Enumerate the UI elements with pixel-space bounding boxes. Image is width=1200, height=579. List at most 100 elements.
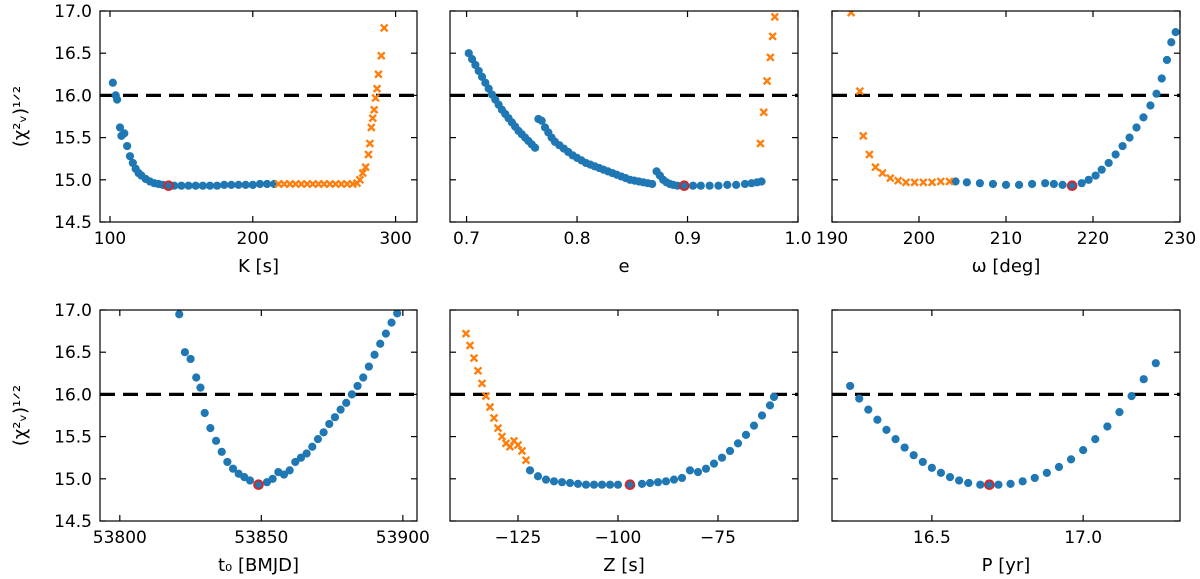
data-point-rejected <box>369 105 379 114</box>
data-point-rejected <box>919 178 928 187</box>
data-point-rejected <box>878 168 887 178</box>
data-point-accepted <box>1068 181 1077 190</box>
data-point-accepted <box>370 350 379 359</box>
y-axis-label: (χ²ᵥ)¹ᐟ² <box>10 385 31 446</box>
data-point-rejected <box>893 176 903 185</box>
data-point-accepted <box>234 180 243 189</box>
data-point-rejected <box>372 84 382 93</box>
data-point-accepted <box>1127 391 1136 401</box>
data-point-accepted <box>198 181 207 190</box>
data-point-accepted <box>688 181 698 190</box>
data-point-accepted <box>530 143 540 152</box>
data-point-accepted <box>645 478 655 488</box>
data-point-accepted <box>1030 473 1039 483</box>
x-tick-label: 200 <box>903 229 935 249</box>
data-point-accepted <box>262 179 272 189</box>
data-point-accepted <box>330 413 340 422</box>
series-group <box>846 359 1160 489</box>
data-point-accepted <box>254 480 263 489</box>
y-tick-label: 15.0 <box>54 171 92 191</box>
data-point-rejected <box>485 402 495 412</box>
series-group <box>108 23 389 190</box>
data-point-accepted <box>900 443 909 452</box>
data-point-accepted <box>1146 101 1155 110</box>
data-point-rejected <box>770 12 780 22</box>
data-point-accepted <box>206 424 215 433</box>
data-point-accepted <box>549 477 559 486</box>
data-point-rejected <box>945 177 954 186</box>
data-point-accepted <box>113 95 122 104</box>
y-tick-label: 15.5 <box>54 428 92 448</box>
data-point-accepted <box>1132 123 1141 132</box>
y-tick-label: 16.5 <box>54 44 92 64</box>
data-point-accepted <box>581 480 591 489</box>
data-point-accepted <box>359 373 368 382</box>
data-point-rejected <box>859 131 868 141</box>
data-point-rejected <box>762 76 772 86</box>
data-point-rejected <box>358 168 367 178</box>
y-tick-label: 16.0 <box>54 385 92 405</box>
axes-frame <box>449 309 799 522</box>
data-point-accepted <box>685 466 695 475</box>
data-point-accepted <box>1115 408 1124 417</box>
panel-Z: −125 −100 −75 Z [s] <box>449 309 799 576</box>
data-point-accepted <box>211 436 221 445</box>
data-point-rejected <box>497 432 507 441</box>
series-group <box>461 329 779 489</box>
y-tick-label: 17.0 <box>54 2 92 22</box>
data-point-rejected <box>759 108 769 117</box>
data-point-accepted <box>909 451 918 460</box>
x-tick-label: 1.0 <box>784 229 811 249</box>
x-axis-label: ω [deg] <box>972 256 1041 277</box>
data-point-accepted <box>177 181 186 190</box>
data-point-accepted <box>1058 180 1067 189</box>
data-point-rejected <box>489 413 499 423</box>
y-tick-label: 17.0 <box>54 301 92 321</box>
data-point-accepted <box>669 475 679 484</box>
series-group <box>846 11 1180 190</box>
best-fit-marker <box>1066 180 1078 192</box>
x-tick-label: 210 <box>990 229 1022 249</box>
data-point-accepted <box>376 339 385 348</box>
data-point-rejected <box>481 391 491 401</box>
x-tick-label: 0.7 <box>453 229 480 249</box>
data-point-rejected <box>756 139 765 148</box>
y-tick-label: 16.0 <box>54 86 92 106</box>
data-point-rejected <box>477 379 487 388</box>
data-point-accepted <box>653 478 663 487</box>
data-point-accepted <box>1118 141 1127 151</box>
data-point-accepted <box>308 442 317 451</box>
data-point-accepted <box>1103 422 1112 431</box>
data-point-accepted <box>279 470 289 479</box>
data-point-rejected <box>361 162 370 172</box>
x-tick-label: 0.9 <box>674 229 701 249</box>
data-point-rejected <box>365 139 375 148</box>
data-point-accepted <box>648 179 657 189</box>
series-group <box>175 310 402 489</box>
data-point-accepted <box>740 179 750 189</box>
data-point-accepted <box>975 179 985 188</box>
best-fit-marker <box>678 180 690 192</box>
data-point-accepted <box>387 318 396 327</box>
data-point-accepted <box>701 464 711 473</box>
data-point-accepted <box>1167 38 1176 47</box>
data-point-accepted <box>661 477 671 486</box>
data-point-accepted <box>589 480 599 489</box>
data-point-accepted <box>994 480 1003 489</box>
data-point-accepted <box>313 435 323 444</box>
axes-frame <box>99 309 418 522</box>
data-point-accepted <box>227 180 236 189</box>
y-tick-label: 15.5 <box>54 129 92 149</box>
x-tick-label: 300 <box>379 229 411 249</box>
data-point-accepted <box>1066 455 1076 464</box>
data-point-accepted <box>962 178 971 187</box>
data-point-accepted <box>115 123 125 132</box>
y-tick-label: 14.5 <box>54 213 92 233</box>
data-point-accepted <box>882 425 891 434</box>
x-tick-label: 0.8 <box>564 229 591 249</box>
data-point-accepted <box>1001 180 1011 189</box>
data-point-rejected <box>364 150 373 159</box>
data-point-rejected <box>367 123 376 132</box>
data-point-accepted <box>1097 165 1106 174</box>
